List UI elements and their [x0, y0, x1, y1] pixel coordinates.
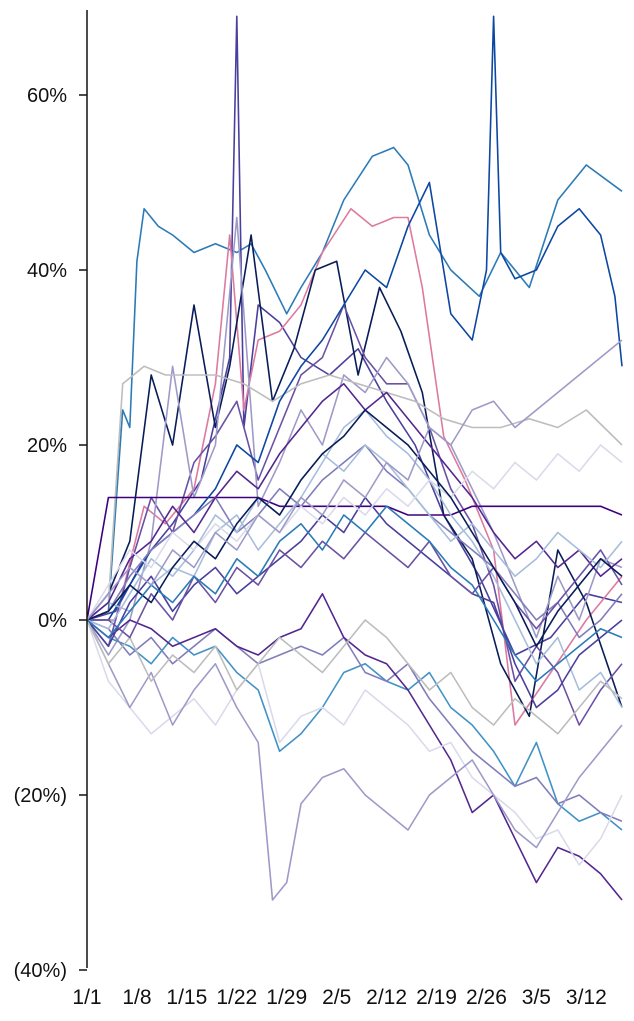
x-tick-label: 2/26: [466, 986, 507, 1009]
x-tick-label: 1/8: [122, 986, 151, 1009]
series-line-21: [86, 444, 623, 630]
series-line-19: [86, 382, 623, 621]
x-tick-label: 2/12: [366, 986, 407, 1009]
x-tick-label: 1/29: [266, 986, 307, 1009]
x-tick-label: 3/12: [566, 986, 607, 1009]
x-tick-label: 1/22: [216, 986, 257, 1009]
x-tick-label: 1/1: [72, 986, 101, 1009]
y-tick-label: (20%): [14, 785, 67, 807]
y-axis-ticks: (40%) (20%) 0% 20% 40% 60%: [14, 85, 87, 982]
y-tick-label: 0%: [38, 610, 67, 632]
series-line-1: [86, 146, 623, 621]
series-line-7: [86, 365, 623, 621]
y-tick-label: (40%): [14, 960, 67, 982]
series-line-3: [87, 208, 623, 726]
series-line-10: [86, 619, 623, 823]
x-tick-label: 1/15: [166, 986, 207, 1009]
series-line-13: [86, 409, 623, 708]
series-line-4: [86, 234, 623, 718]
y-tick-label: 60%: [27, 85, 67, 107]
series-line-6: [86, 216, 623, 656]
series-line-11: [86, 592, 623, 901]
series-line-18: [86, 619, 623, 735]
series-line-25: [86, 339, 623, 621]
series-line-5: [86, 304, 623, 726]
series-lines: [86, 15, 623, 901]
y-tick-label: 20%: [27, 435, 67, 457]
x-tick-label: 2/5: [322, 986, 351, 1009]
series-line-9: [86, 619, 623, 831]
series-line-17: [86, 496, 623, 709]
series-line-20: [87, 531, 623, 639]
series-line-16: [86, 444, 623, 639]
x-axis-ticks: 1/1 1/8 1/15 1/22 1/29 2/5 2/12 2/19 2/26 3/5 3/12: [72, 986, 606, 1009]
series-line-15: [86, 619, 623, 901]
y-tick-label: 40%: [27, 260, 67, 282]
x-tick-label: 2/19: [416, 986, 457, 1009]
series-line-24: [86, 505, 623, 683]
x-tick-label: 3/5: [522, 986, 551, 1009]
series-line-14: [86, 619, 623, 866]
series-line-23: [86, 409, 623, 648]
series-line-22: [86, 444, 623, 621]
